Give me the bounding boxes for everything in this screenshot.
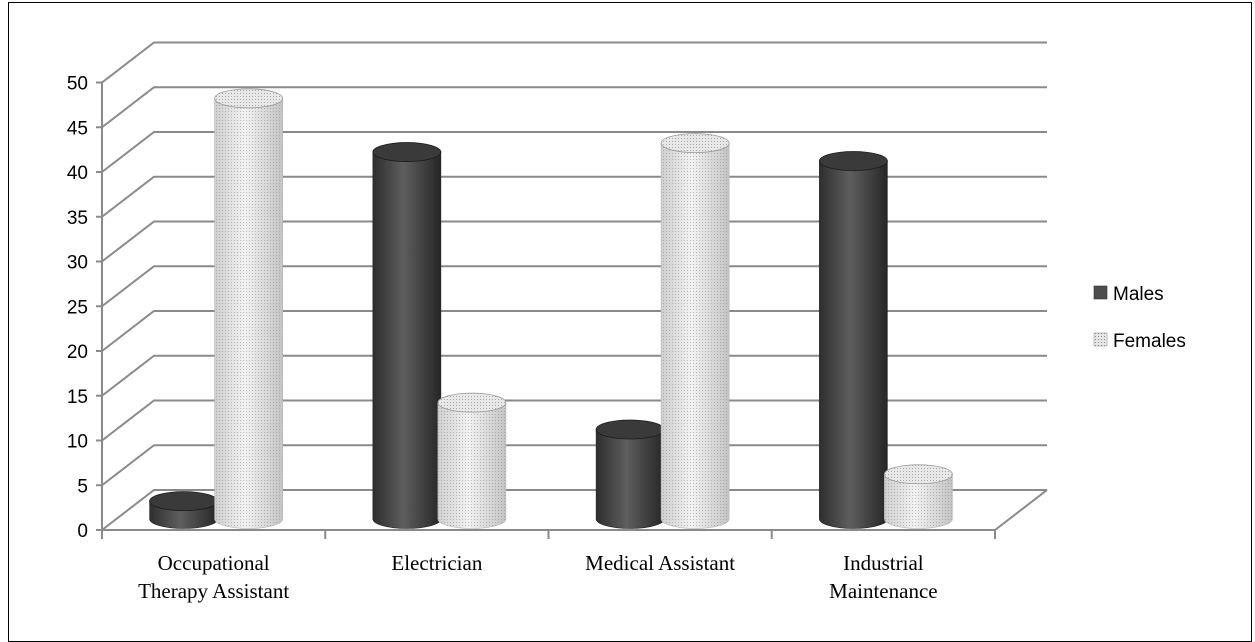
bar-texture (661, 143, 730, 529)
bar-males (372, 142, 442, 529)
bar-females (437, 392, 507, 529)
bar-body (595, 429, 665, 529)
bar-males (595, 419, 665, 529)
y-tick-label: 45 (67, 118, 88, 139)
bar-texture (884, 474, 953, 529)
gridline-35 (101, 175, 1047, 218)
gridline-10 (101, 399, 1047, 442)
x-tick-label: Maintenance (829, 579, 937, 603)
legend-swatch-texture (1094, 333, 1107, 346)
tick-labels: 0 5 10 15 20 25 30 35 40 45 50 Occupational Therapy … (67, 74, 938, 604)
y-tick-label: 50 (67, 74, 88, 95)
gridline-45 (101, 86, 1047, 129)
bar-males (149, 491, 219, 529)
bars (149, 88, 953, 529)
gridline-20 (101, 310, 1047, 352)
bar-body (372, 151, 442, 529)
gridlines (101, 41, 1048, 531)
x-tick-label: Therapy Assistant (138, 579, 289, 603)
x-tick-label: Electrician (391, 551, 482, 575)
bar-females (214, 88, 284, 529)
gridline-30 (101, 220, 1047, 263)
y-tick-label: 30 (67, 253, 88, 274)
y-tick-label: 25 (67, 297, 88, 318)
x-tick-label: Industrial (843, 551, 924, 575)
bar-texture (437, 402, 506, 529)
x-tick-label: Occupational (158, 551, 270, 575)
bar-top (595, 419, 665, 440)
bar-top-texture (437, 393, 506, 413)
x-tick-label: Medical Assistant (585, 551, 735, 575)
axes (96, 81, 996, 539)
y-tick-label: 20 (67, 342, 88, 363)
bar-males (818, 151, 888, 529)
legend: Males Females (1093, 284, 1186, 352)
bar-top-texture (661, 133, 730, 153)
gridline-15 (101, 354, 1047, 397)
bar-body (819, 160, 888, 529)
bar-top (818, 151, 888, 171)
gridline-5 (101, 444, 1047, 487)
legend-swatch-males (1093, 285, 1108, 300)
y-tick-label: 0 (77, 521, 88, 542)
gridline-40 (101, 131, 1047, 173)
y-tick-label: 10 (67, 432, 88, 453)
legend-label-males: Males (1113, 284, 1164, 305)
bar-females (660, 133, 730, 529)
bar-top-texture (214, 88, 283, 108)
y-tick-label: 35 (67, 208, 88, 229)
y-tick-label: 40 (67, 163, 88, 184)
gridline-0 (101, 489, 1047, 531)
bar-top-texture (884, 464, 953, 484)
bar-texture (214, 98, 283, 529)
bar-females (883, 464, 953, 529)
bar-top (372, 142, 442, 162)
gridline-25 (101, 265, 1047, 308)
gridline-50 (101, 41, 1047, 84)
bar-top (149, 491, 219, 512)
y-tick-label: 15 (67, 387, 88, 408)
floor-edge (994, 489, 1048, 531)
y-tick-label: 5 (77, 476, 88, 497)
legend-label-females: Females (1113, 331, 1186, 352)
